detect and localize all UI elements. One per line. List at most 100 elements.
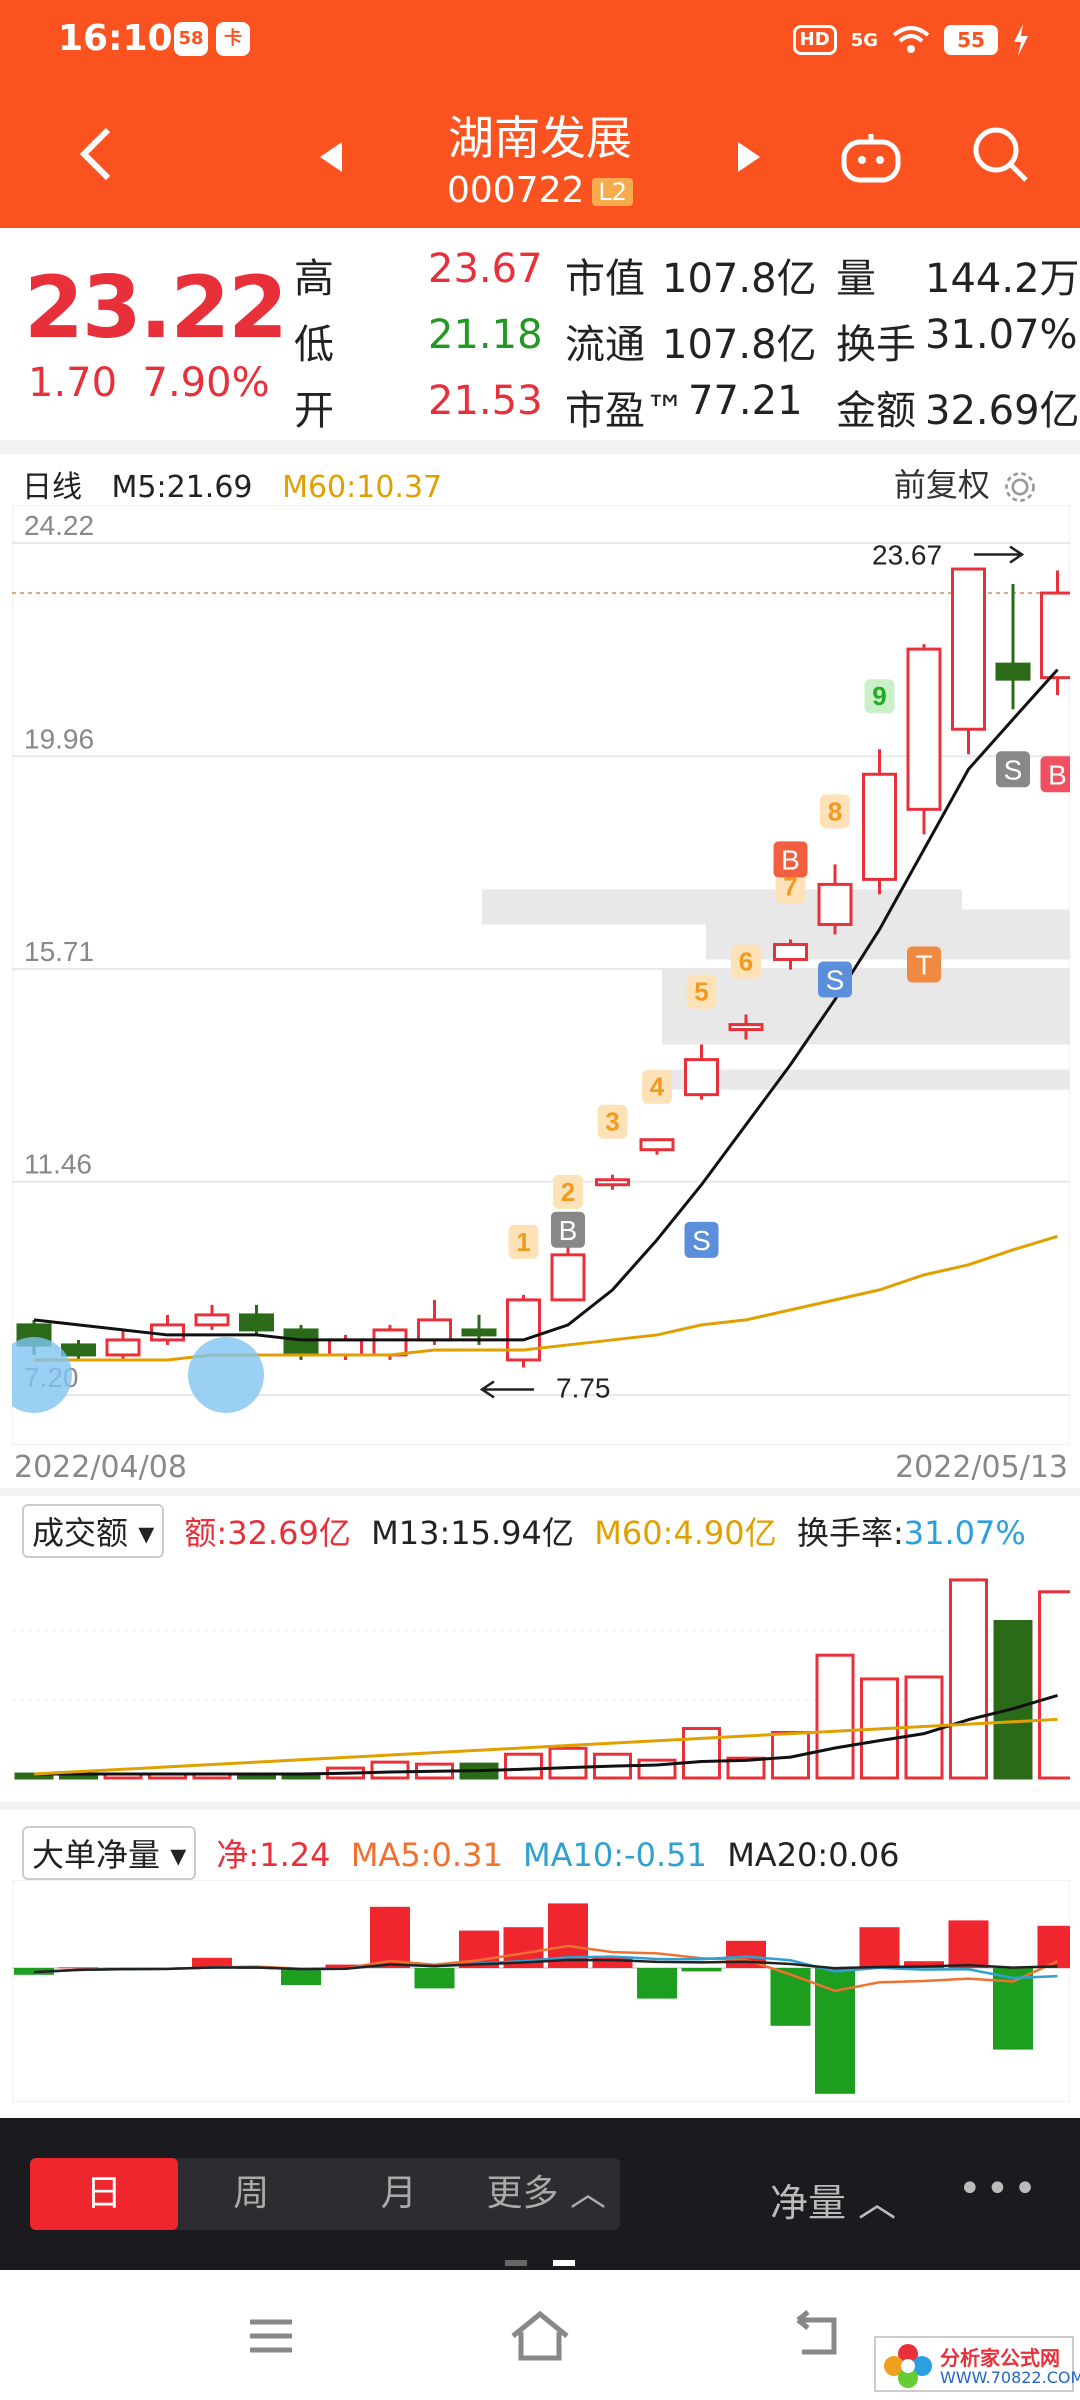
quote-label-high: 高	[294, 256, 334, 302]
signal-badge	[820, 794, 850, 829]
quote-label-volume: 量	[836, 256, 876, 302]
quote-label-open: 开	[294, 388, 334, 434]
gap-zone	[662, 969, 1070, 1045]
quote-value-open: 21.53	[428, 378, 543, 424]
adjust-selector[interactable]: 前复权	[894, 460, 1040, 506]
trade-marker	[1040, 756, 1070, 793]
app-notification-icon: 58	[174, 22, 208, 56]
candle-body	[461, 1328, 497, 1337]
high-mark-label: 23.67	[872, 540, 942, 571]
last-price: 23.22	[24, 258, 288, 358]
level2-badge[interactable]: L2	[592, 178, 634, 206]
flow-bar	[58, 1967, 99, 1969]
ma60-label: M60:10.37	[282, 470, 443, 505]
candle-body	[372, 1328, 408, 1357]
robot-assistant-icon[interactable]	[838, 128, 904, 184]
signal-badge	[508, 1224, 539, 1259]
watermark-url: WWW.70822.COM	[940, 2368, 1080, 2387]
divider	[0, 440, 1080, 454]
volume-amount: 额:32.69亿	[184, 1514, 351, 1552]
period-tabs: 日 周 月 更多 ︿	[30, 2158, 620, 2230]
candle-body	[862, 772, 897, 881]
app-notification-icon: 卡	[216, 22, 250, 56]
signal-badge	[686, 974, 717, 1009]
candle-body	[194, 1313, 230, 1327]
volume-m60-line	[33, 1717, 1058, 1776]
flow-ma10: MA10:-0.51	[523, 1836, 707, 1874]
quote-label-low: 低	[294, 322, 334, 368]
volume-chart[interactable]	[12, 1560, 1070, 1780]
flow-bar	[192, 1957, 232, 1968]
flow-ma20-line	[33, 1958, 1058, 1974]
menu-icon[interactable]	[236, 2306, 306, 2366]
candle-body	[684, 1058, 719, 1097]
gap-zone	[662, 1069, 1070, 1090]
candle-body	[728, 1023, 764, 1032]
quote-value-volume: 144.2万	[925, 256, 1080, 302]
turnover-value: 31.07%	[903, 1514, 1026, 1552]
tab-week[interactable]: 周	[233, 2173, 270, 2214]
volume-bar	[682, 1726, 721, 1780]
ma5-line	[33, 668, 1059, 1342]
more-menu-button[interactable]: •••	[958, 2166, 1041, 2212]
quote-label-amount: 金额	[836, 388, 916, 434]
stock-code-row: 000722 L2	[0, 170, 1080, 211]
turnover-label: 换手率:	[796, 1514, 904, 1552]
candle-body	[773, 942, 808, 961]
quote-value-pe: 77.21	[688, 378, 803, 424]
flow-net: 净:1.24	[216, 1836, 331, 1874]
net-flow-chart[interactable]	[12, 1880, 1070, 2102]
candle-body	[995, 662, 1031, 681]
flow-ma20: MA20:0.06	[727, 1836, 900, 1874]
volume-m13-line	[34, 1693, 1058, 1776]
signal-number: 4	[650, 1072, 665, 1102]
flow-indicator-select[interactable]: 大单净量 ▾	[22, 1826, 197, 1880]
adjust-label[interactable]: 前复权	[893, 466, 990, 504]
search-icon[interactable]	[970, 124, 1030, 184]
date-axis: 2022/04/08 2022/05/13	[14, 1450, 1068, 1485]
back-nav-icon[interactable]	[780, 2306, 850, 2366]
tab-month[interactable]: 月	[380, 2173, 417, 2214]
date-end: 2022/05/13	[895, 1450, 1068, 1485]
fullscreen-button	[188, 1337, 264, 1413]
volume-m60: M60:4.90亿	[594, 1514, 777, 1552]
bottom-toolbar: 日 周 月 更多 ︿ 净量 ︿ •••	[0, 2118, 1080, 2270]
signal-badge	[597, 1104, 628, 1139]
volume-bar	[815, 1653, 855, 1780]
candle-body	[61, 1343, 96, 1357]
net-volume-button[interactable]: 净量 ︿	[770, 2181, 897, 2225]
flow-bar	[859, 1927, 900, 1968]
volume-indicator-select[interactable]: 成交额 ▾	[22, 1504, 165, 1558]
quote-value-turnover: 31.07%	[925, 312, 1078, 358]
signal-number: 7	[783, 871, 797, 901]
signal-badge	[775, 869, 806, 904]
candlestick-chart[interactable]: 24.2219.9615.7111.467.2023.677.751234567…	[12, 505, 1070, 1445]
tab-more[interactable]: 更多 ︿	[486, 2173, 606, 2214]
next-stock-icon[interactable]	[736, 140, 762, 174]
low-mark-label: 7.75	[556, 1372, 611, 1403]
back-icon[interactable]	[70, 124, 130, 184]
flow-bar	[281, 1968, 321, 1985]
signal-number: 6	[739, 947, 753, 977]
price-change: 1.70 7.90%	[28, 360, 270, 406]
volume-bar	[993, 1620, 1033, 1780]
trade-marker	[551, 1211, 585, 1248]
gear-icon[interactable]	[1000, 469, 1040, 505]
price-tick-label: 24.22	[24, 510, 94, 541]
price-tick-label: 19.96	[24, 723, 94, 754]
quote-label-pe: 市盈™	[565, 388, 685, 434]
candle-body	[817, 882, 853, 926]
chevron-up-icon: ︿	[858, 2181, 897, 2225]
candle-body	[239, 1313, 274, 1332]
signal-number: 8	[828, 796, 842, 826]
trade-marker-label: S	[692, 1225, 711, 1256]
price-tick-label: 11.46	[24, 1149, 92, 1180]
flow-frame	[12, 1880, 1070, 2102]
volume-bar	[1038, 1590, 1070, 1780]
app-bar: 湖南发展 000722 L2	[0, 80, 1080, 228]
home-icon[interactable]	[505, 2306, 575, 2366]
candle-body	[550, 1253, 586, 1302]
tab-day[interactable]: 日	[30, 2158, 178, 2230]
signal-number: 5	[694, 977, 708, 1007]
prev-stock-icon[interactable]	[318, 140, 344, 174]
